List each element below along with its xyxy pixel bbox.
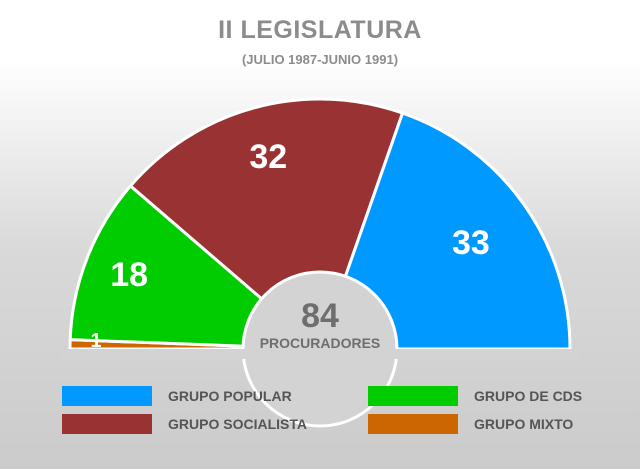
slice-label-grupo-mixto: 1 — [90, 330, 101, 352]
legend-swatch-grupo-de-cds — [368, 386, 458, 406]
slice-label-grupo-popular: 33 — [452, 224, 490, 262]
baseline-mask — [60, 349, 580, 359]
total-label: PROCURADORES — [260, 335, 381, 351]
legend-label-grupo-socialista: GRUPO SOCIALISTA — [168, 416, 307, 432]
legend-item-grupo-mixto: GRUPO MIXTO — [368, 414, 573, 434]
legend-label-grupo-mixto: GRUPO MIXTO — [474, 416, 574, 432]
slice-grupo-popular — [318, 111, 572, 351]
slice-label-grupo-de-cds: 18 — [110, 256, 148, 294]
legend-item-grupo-popular: GRUPO POPULAR — [62, 386, 292, 406]
chart-title: II LEGISLATURA — [218, 16, 422, 44]
legend-swatch-grupo-mixto — [368, 414, 458, 434]
legend-label-grupo-de-cds: GRUPO DE CDS — [474, 388, 583, 404]
legend-item-grupo-socialista: GRUPO SOCIALISTA — [62, 414, 307, 434]
legend-swatch-grupo-popular — [62, 386, 152, 406]
slice-label-grupo-socialista: 32 — [249, 138, 287, 176]
legend-item-grupo-de-cds: GRUPO DE CDS — [368, 386, 582, 406]
legend-label-grupo-popular: GRUPO POPULAR — [168, 388, 292, 404]
chart-subtitle: (JULIO 1987-JUNIO 1991) — [241, 52, 399, 67]
legend-swatch-grupo-socialista — [62, 414, 152, 434]
total-value: 84 — [301, 297, 339, 335]
